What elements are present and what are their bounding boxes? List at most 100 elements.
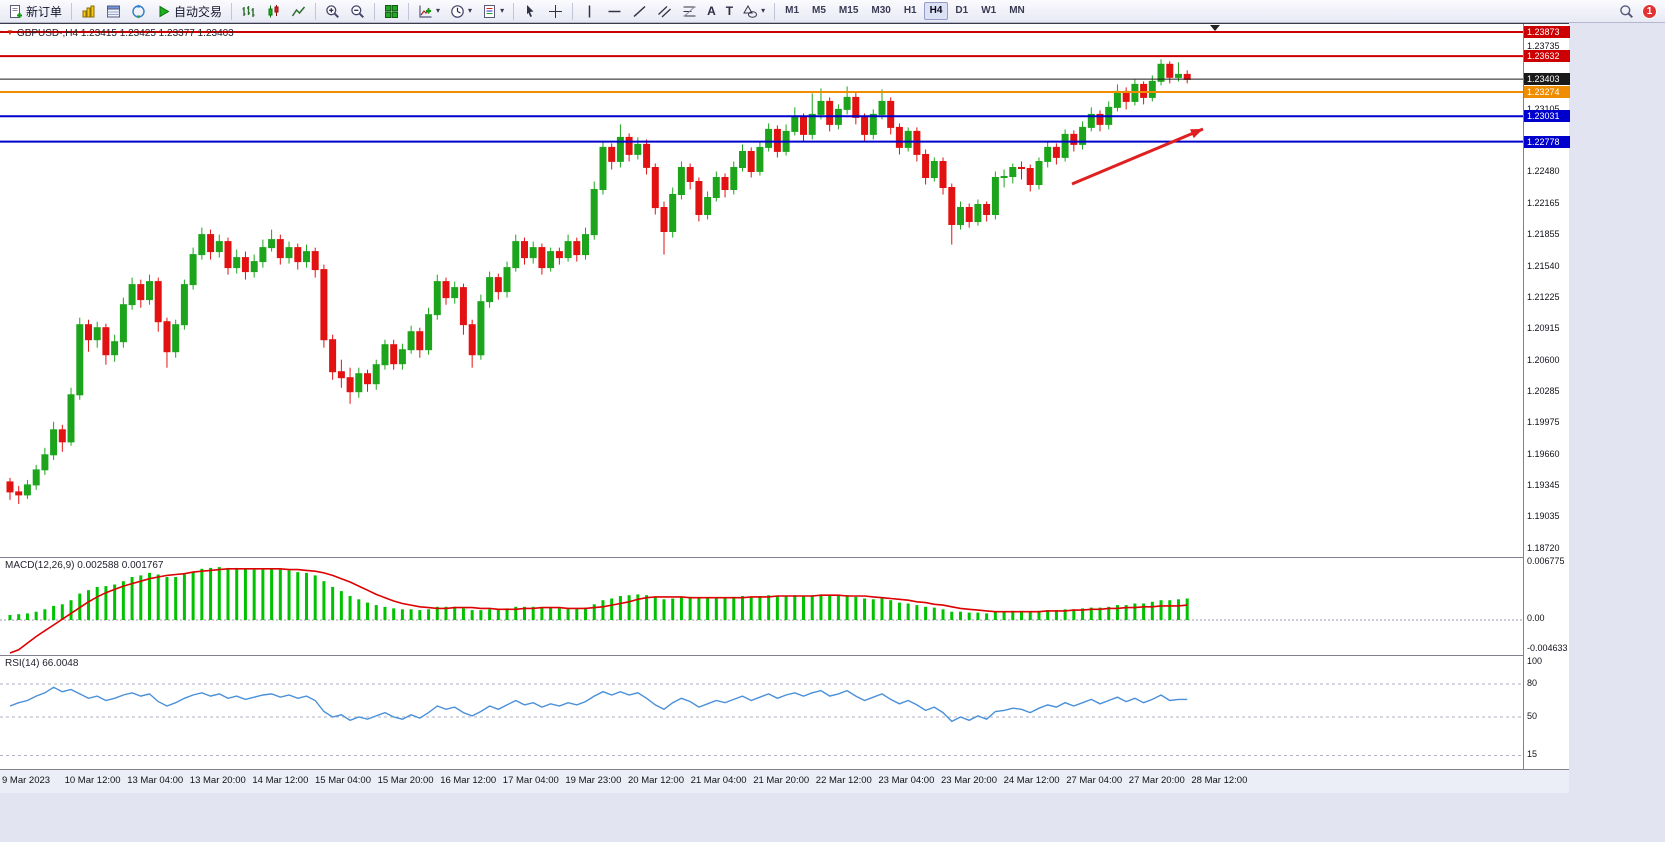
toolbar-separator: [774, 2, 776, 20]
label-tool-button[interactable]: T: [721, 1, 738, 21]
candle: [512, 234, 520, 272]
price-axis[interactable]: 0.006775 0.00 -0.004633 100 80 50 15 1.2…: [1523, 24, 1570, 769]
bar-chart-button[interactable]: [236, 1, 261, 21]
candle: [32, 464, 40, 490]
indicators-button[interactable]: ▾: [413, 1, 445, 21]
channel-tool-button[interactable]: [652, 1, 677, 21]
toolbar-separator: [71, 2, 73, 20]
cursor-button[interactable]: [518, 1, 543, 21]
candle: [660, 201, 668, 255]
rsi-scale-100: 100: [1527, 656, 1543, 666]
candle: [791, 107, 799, 136]
data-window-button[interactable]: [101, 1, 126, 21]
time-axis-label: 27 Mar 20:00: [1128, 775, 1185, 786]
candle: [215, 234, 223, 258]
candle: [939, 157, 947, 195]
new-order-label: 新订单: [26, 4, 63, 19]
new-order-button[interactable]: 新订单: [3, 1, 67, 21]
rsi-chart[interactable]: [0, 655, 1523, 769]
zoom-out-button[interactable]: [345, 1, 370, 21]
price-axis-label: 1.23735: [1527, 40, 1560, 51]
time-axis-label: 10 Mar 12:00: [64, 775, 121, 786]
candle: [1035, 157, 1043, 190]
candle: [695, 177, 703, 222]
text-tool-button[interactable]: A: [702, 1, 721, 21]
timeframe-button-M5[interactable]: M5: [812, 5, 826, 16]
tile-windows-icon: [385, 4, 399, 18]
candle: [1044, 141, 1052, 168]
trendline-tool-button[interactable]: [627, 1, 652, 21]
templates-caret-icon: ▾: [500, 6, 505, 15]
time-axis-label: 23 Mar 20:00: [941, 775, 997, 786]
candle: [198, 227, 206, 260]
candle: [677, 161, 685, 200]
candle: [146, 274, 153, 305]
timeframe-button-W1[interactable]: W1: [981, 5, 997, 16]
candle: [355, 367, 363, 398]
macd-chart[interactable]: [0, 557, 1523, 655]
timeframe-button-D1[interactable]: D1: [955, 5, 969, 16]
candle: [259, 239, 267, 268]
candle: [416, 327, 424, 358]
periods-caret-icon: ▾: [468, 6, 473, 15]
market-watch-icon: [82, 5, 95, 17]
time-axis[interactable]: 9 Mar 2023 10 Mar 12:00 13 Mar 04:00 13 Mar…: [0, 769, 1569, 793]
horizontal-line-icon: [608, 10, 621, 12]
trend-arrow[interactable]: [1071, 127, 1204, 186]
candle: [346, 367, 354, 404]
timeframe-button-MN[interactable]: MN: [1009, 5, 1025, 16]
timeframe-button-H1[interactable]: H1: [903, 5, 917, 16]
zoom-in-button[interactable]: [320, 1, 345, 21]
indicators-icon: [419, 5, 432, 18]
candle: [398, 343, 406, 370]
candlestick-chart-button[interactable]: [261, 1, 286, 21]
candle: [320, 264, 328, 348]
time-axis-label: 15 Mar 04:00: [315, 775, 371, 786]
horizontal-line-tool-button[interactable]: [602, 1, 627, 21]
market-watch-button[interactable]: [76, 1, 101, 21]
candle: [163, 317, 171, 368]
toolbar-separator: [374, 2, 376, 20]
chart-window: ▼ GBPUSD-,H4 1.23415 1.23425 1.23377 1.23…: [0, 23, 1570, 793]
candle: [852, 91, 860, 125]
candle: [1175, 62, 1182, 82]
time-axis-label: 21 Mar 04:00: [690, 775, 747, 786]
notification-badge[interactable]: 1: [1642, 3, 1657, 19]
candle: [93, 321, 101, 348]
time-axis-label: 15 Mar 20:00: [377, 775, 434, 786]
candle: [948, 183, 956, 245]
search-icon[interactable]: [1619, 4, 1634, 19]
vertical-line-tool-button[interactable]: [577, 1, 602, 21]
time-axis-label: 19 Mar 23:00: [565, 775, 622, 786]
tile-windows-button[interactable]: [379, 1, 404, 21]
candle: [207, 229, 215, 260]
price-chart[interactable]: [0, 24, 1523, 557]
periods-button[interactable]: ▾: [445, 1, 477, 21]
candle: [337, 359, 345, 388]
candle: [1183, 70, 1191, 84]
autotrading-button[interactable]: 自动交易: [151, 1, 227, 21]
candle: [704, 191, 712, 220]
candle: [1018, 161, 1025, 180]
timeframe-button-M30[interactable]: M30: [871, 5, 891, 16]
timeframe-button-M1[interactable]: M1: [785, 5, 800, 16]
candle: [137, 279, 145, 308]
candle: [189, 247, 197, 290]
candle: [268, 229, 276, 252]
shapes-tool-button[interactable]: ▾: [738, 1, 770, 21]
chart-shift-marker[interactable]: [1210, 25, 1220, 31]
timeframe-button-H4[interactable]: H4: [923, 2, 949, 20]
fibonacci-tool-button[interactable]: [677, 1, 702, 21]
candle: [1052, 143, 1060, 165]
timeframe-button-M15[interactable]: M15: [838, 5, 859, 16]
candle: [861, 113, 869, 142]
navigator-button[interactable]: [126, 1, 151, 21]
crosshair-button[interactable]: [543, 1, 568, 21]
macd-scale-zero: 0.00: [1527, 613, 1545, 623]
candle: [67, 387, 75, 446]
candle: [276, 234, 284, 265]
fibonacci-icon: [683, 5, 696, 17]
templates-button[interactable]: ▾: [477, 1, 509, 21]
line-chart-button[interactable]: [286, 1, 311, 21]
candle: [983, 201, 991, 222]
